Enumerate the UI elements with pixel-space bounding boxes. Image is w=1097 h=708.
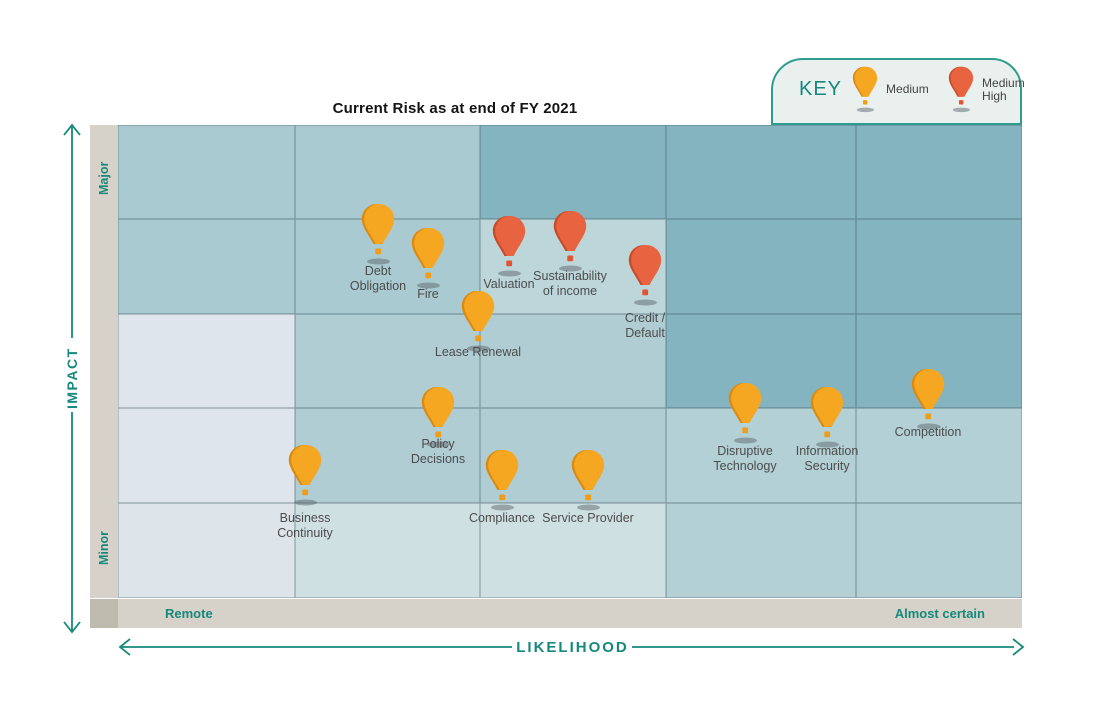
- balloon-glyph: [485, 450, 519, 511]
- grid-cell: [295, 125, 480, 219]
- risk-balloon[interactable]: [408, 227, 448, 291]
- impact-axis-arrow: [63, 123, 81, 634]
- risk-balloon[interactable]: [550, 210, 590, 274]
- x-axis-title: LIKELIHOOD: [516, 639, 629, 656]
- balloon-glyph: [361, 204, 395, 265]
- grid-cell: [118, 408, 295, 503]
- legend-item-label: Medium: [886, 82, 929, 96]
- risk-label: Lease Renewal: [434, 345, 522, 359]
- risk-label: Service Provider: [542, 511, 634, 525]
- grid-cell: [856, 408, 1022, 503]
- grid-cell: [856, 125, 1022, 219]
- y-axis-title: IMPACT: [64, 347, 80, 409]
- grid-cell: [295, 503, 480, 598]
- grid-cell: [856, 503, 1022, 598]
- risk-label: Compliance: [468, 511, 535, 525]
- balloon-glyph: [628, 245, 662, 306]
- risk-balloon[interactable]: [625, 244, 665, 308]
- y-axis-tick-major: Major: [97, 161, 111, 195]
- grid-cell: [295, 408, 480, 503]
- risk-label: Information Security: [795, 444, 859, 473]
- legend-title: KEY: [799, 78, 843, 100]
- grid-cell: [856, 219, 1022, 314]
- legend-item-medium: Medium: [850, 66, 938, 114]
- balloon-glyph: [421, 387, 455, 448]
- legend-item-label: Medium High: [982, 75, 1025, 103]
- balloon-glyph: [288, 445, 322, 506]
- balloon-glyph: [728, 383, 762, 444]
- grid-cell: [118, 314, 295, 408]
- risk-balloon[interactable]: [418, 386, 458, 450]
- y-axis-tick-minor: Minor: [97, 530, 111, 566]
- likelihood-axis-band: [118, 599, 1022, 628]
- risk-balloon[interactable]: [568, 449, 608, 513]
- impact-axis-band: [90, 125, 118, 598]
- risk-balloon[interactable]: [807, 386, 847, 450]
- risk-balloon[interactable]: [489, 215, 529, 279]
- balloon-glyph: [571, 450, 605, 511]
- balloon-glyph: [948, 66, 974, 112]
- risk-label: Business Continuity: [277, 511, 333, 540]
- balloon-glyph: [852, 66, 878, 112]
- grid-cell: [480, 503, 666, 598]
- risk-balloon[interactable]: [482, 449, 522, 513]
- balloon-glyph: [810, 387, 844, 448]
- grid-cell: [118, 503, 295, 598]
- risk-balloon[interactable]: [458, 290, 498, 354]
- balloon-glyph: [553, 211, 587, 272]
- grid-cell: [666, 503, 856, 598]
- risk-label: Disruptive Technology: [713, 444, 777, 473]
- legend-panel: KEY Medium Medium High: [771, 58, 1025, 125]
- balloon-glyph: [461, 291, 495, 352]
- grid-cell: [118, 219, 295, 314]
- x-axis-tick-almost-certain: Almost certain: [894, 606, 985, 621]
- grid-cell: [666, 219, 856, 314]
- risk-label: Policy Decisions: [410, 437, 466, 466]
- grid-cell: [666, 125, 856, 219]
- balloon-glyph: [492, 216, 526, 277]
- balloon-icon: [850, 66, 880, 114]
- risk-label: Credit / Default: [624, 311, 666, 340]
- grid-cell: [480, 125, 666, 219]
- balloon-glyph: [411, 228, 445, 289]
- risk-label: Debt Obligation: [349, 264, 407, 293]
- risk-label: Valuation: [483, 277, 535, 291]
- balloon-glyph: [911, 369, 945, 430]
- balloon-icon: [946, 66, 976, 114]
- risk-label: Sustainability of income: [533, 269, 607, 298]
- risk-balloon[interactable]: [908, 368, 948, 432]
- risk-balloon[interactable]: [285, 444, 325, 508]
- axis-corner-square: [90, 599, 118, 628]
- likelihood-axis-arrow: [118, 638, 1025, 656]
- risk-balloon[interactable]: [725, 382, 765, 446]
- risk-label: Fire: [417, 287, 439, 301]
- grid-cell: [118, 125, 295, 219]
- legend-item-medium-high: Medium High: [946, 66, 1034, 114]
- x-axis-tick-remote: Remote: [165, 606, 213, 621]
- chart-title: Current Risk as at end of FY 2021: [332, 100, 578, 117]
- risk-balloon[interactable]: [358, 203, 398, 267]
- risk-label: Competition: [894, 425, 962, 439]
- grid-cell: [480, 314, 666, 408]
